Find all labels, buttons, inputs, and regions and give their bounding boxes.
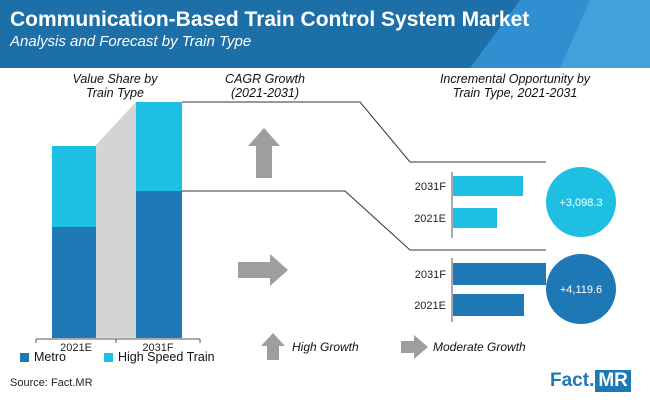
inc-label-metro-2031: 2031F <box>415 269 446 281</box>
inc-bar-hs-2021 <box>453 208 497 228</box>
opportunity-value-metro: +4,119.6 <box>560 284 602 296</box>
banner-text: Communication-Based Train Control System… <box>10 7 529 51</box>
legend-high-growth: High Growth <box>292 340 359 354</box>
inc-label-hs-2031: 2031F <box>415 181 446 193</box>
chart-area: 2021E 2031F 2031F 2021E 2031F 2021E +3,0… <box>35 101 616 360</box>
source-note: Source: Fact.MR <box>10 377 93 389</box>
legend-label-high-speed: High Speed Train <box>118 350 215 364</box>
factmr-logo: Fact. MR <box>550 368 631 394</box>
inc-label-hs-2021: 2021E <box>414 213 446 225</box>
share-connector-band <box>96 102 136 338</box>
logo-part-b: MR <box>595 370 631 392</box>
chart-subtitle: Analysis and Forecast by Train Type <box>10 33 252 50</box>
high-speed-connector-line <box>182 101 546 163</box>
inc-bar-metro-2021 <box>453 294 524 316</box>
legend-swatch-high-speed <box>104 352 113 362</box>
inc-label-metro-2021: 2021E <box>414 300 446 312</box>
inc-bar-hs-2031 <box>453 176 523 196</box>
bar-2031-high-speed <box>136 102 182 191</box>
value-share-header: Value Share by Train Type <box>72 72 158 100</box>
bar-2031-metro <box>136 191 182 338</box>
banner-accent-light <box>560 0 650 68</box>
metro-connector-line <box>182 190 546 251</box>
right-arrow-moderate-growth <box>238 254 288 286</box>
inc-bar-metro-2031 <box>453 263 546 285</box>
logo-part-a: Fact. <box>550 370 595 391</box>
opportunity-circle-metro <box>546 254 616 324</box>
title-banner <box>0 0 650 68</box>
legend-item-metro: Metro <box>20 350 66 364</box>
chart-title: Communication-Based Train Control System… <box>10 8 530 31</box>
legend-right-arrow-icon <box>401 335 428 359</box>
bar-2021-metro <box>52 227 96 338</box>
bar-2021-high-speed <box>52 146 96 227</box>
legend-moderate-growth: Moderate Growth <box>433 340 526 354</box>
share-tick-label: 2031F <box>142 342 173 354</box>
opportunity-circle-hs <box>546 167 616 237</box>
legend-swatch-metro <box>20 352 29 362</box>
up-arrow-high-growth <box>248 128 280 178</box>
incremental-header: Incremental Opportunity by Train Type, 2… <box>439 72 591 100</box>
legend-up-arrow-icon <box>261 333 285 360</box>
share-tick-label: 2021E <box>60 342 92 354</box>
legend-item-high-speed: High Speed Train <box>104 350 215 364</box>
cagr-header: CAGR Growth (2021-2031) <box>225 72 305 100</box>
legend-label-metro: Metro <box>34 350 66 364</box>
opportunity-value-hs: +3,098.3 <box>559 197 602 209</box>
